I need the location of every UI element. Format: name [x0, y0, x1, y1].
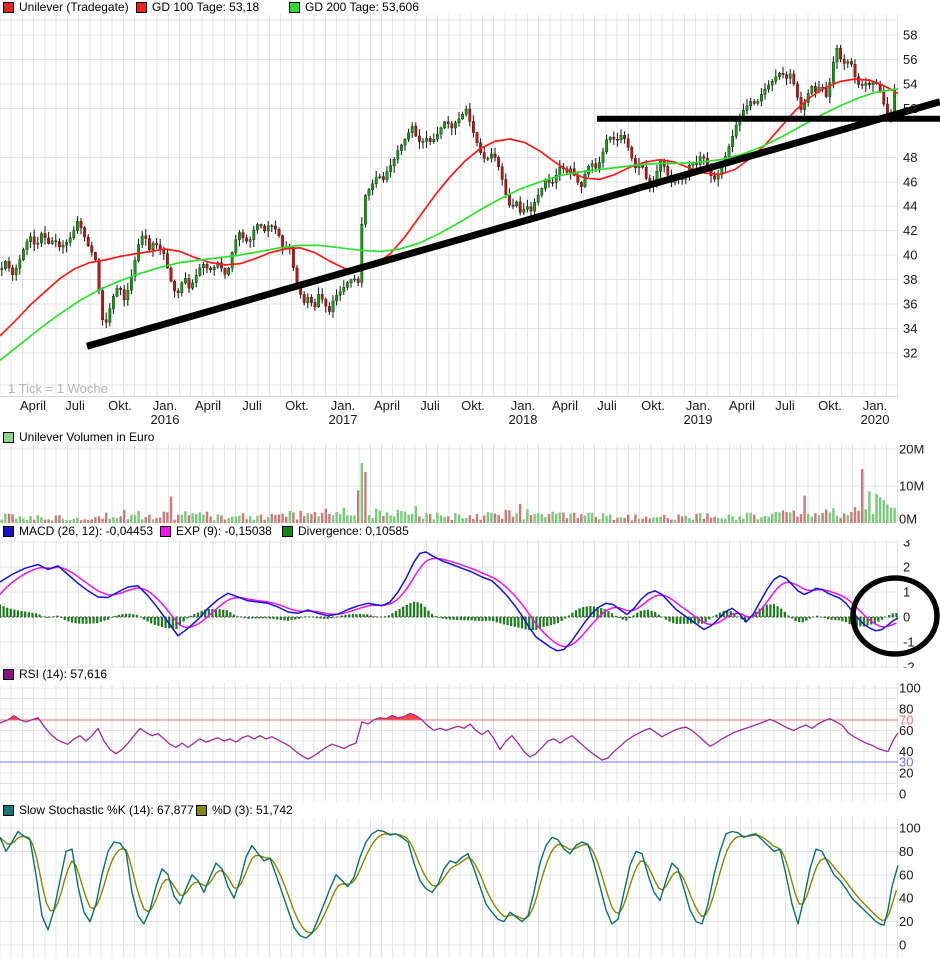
x-axis: April Juli Okt. Jan. 2016 April Juli Okt. Jan. 20…: [0, 397, 940, 431]
legend-item-stoch-k: Slow Stochastic %K (14): 67,877: [3, 803, 194, 817]
svg-text:52: 52: [903, 101, 917, 116]
svg-text:2: 2: [903, 560, 910, 575]
x-axis-label: Jan. 2020: [860, 398, 890, 427]
unilever-legend-swatch: [3, 1, 14, 13]
rsi-legend-label: RSI (14): 57,616: [19, 667, 108, 681]
x-axis-label: April: [728, 398, 756, 413]
stoch-legend: Slow Stochastic %K (14): 67,877 %D (3): 5…: [0, 803, 940, 817]
svg-text:3: 3: [903, 540, 910, 550]
svg-text:70: 70: [899, 712, 913, 727]
volume-chart: 20M 10M 0M: [0, 445, 940, 525]
svg-text:100: 100: [899, 683, 921, 696]
gd100-legend-label: GD 100 Tage: 53,18: [152, 0, 260, 14]
exp-legend-label: EXP (9): -0,15038: [176, 524, 272, 538]
volume-legend: Unilever Volumen in Euro: [0, 430, 940, 444]
svg-text:40: 40: [899, 744, 913, 759]
svg-text:40: 40: [899, 891, 913, 906]
gd100-legend-swatch: [136, 1, 147, 13]
svg-text:0: 0: [899, 787, 906, 802]
stochastic-chart: 100 80 60 40 20 0: [0, 818, 940, 958]
x-axis-label: Okt.: [641, 398, 665, 413]
svg-text:38: 38: [903, 272, 917, 287]
gd200-legend-label: GD 200 Tage: 53,606: [305, 0, 419, 14]
stoch-k-legend-label: Slow Stochastic %K (14): 67,877: [19, 803, 194, 817]
x-axis-label: Jan. 2019: [683, 398, 713, 427]
x-axis-label: Okt.: [818, 398, 842, 413]
rsi-chart: 100 80 70 60 40 30 20 0: [0, 683, 940, 802]
x-axis-label: Juli: [65, 398, 85, 413]
svg-text:20: 20: [899, 914, 913, 929]
x-axis-label: Juli: [420, 398, 440, 413]
svg-text:1: 1: [903, 585, 910, 600]
rsi-legend: RSI (14): 57,616: [0, 667, 940, 681]
x-axis-label: April: [373, 398, 401, 413]
legend-item-gd100: GD 100 Tage: 53,18: [136, 0, 259, 14]
svg-text:10M: 10M: [899, 479, 924, 494]
exp-legend-swatch: [160, 525, 171, 537]
legend-item-stoch-d: %D (3): 51,742: [196, 803, 293, 817]
svg-text:46: 46: [903, 174, 917, 189]
svg-text:0M: 0M: [899, 512, 917, 526]
macd-legend-swatch: [3, 525, 14, 537]
stoch-d-legend-label: %D (3): 51,742: [212, 803, 293, 817]
volume-legend-label: Unilever Volumen in Euro: [19, 430, 155, 444]
legend-item-divergence: Divergence: 0,10585: [282, 524, 409, 538]
x-axis-label: Okt.: [461, 398, 485, 413]
svg-text:48: 48: [903, 150, 917, 165]
legend-item-rsi: RSI (14): 57,616: [3, 667, 107, 681]
x-axis-label: Jan. 2017: [328, 398, 358, 427]
svg-text:30: 30: [899, 755, 913, 770]
stoch-k-legend-swatch: [3, 804, 14, 816]
svg-text:36: 36: [903, 297, 917, 312]
gd200-legend-swatch: [289, 1, 300, 13]
x-axis-label: Juli: [242, 398, 262, 413]
main-chart-legend: Unilever (Tradegate) GD 100 Tage: 53,18 GD…: [0, 0, 940, 14]
svg-text:56: 56: [903, 52, 917, 67]
x-axis-label: Okt.: [285, 398, 309, 413]
svg-text:0: 0: [903, 610, 910, 625]
svg-text:32: 32: [903, 346, 917, 361]
svg-text:34: 34: [903, 321, 917, 336]
svg-text:80: 80: [899, 844, 913, 859]
legend-item-volume: Unilever Volumen in Euro: [3, 430, 154, 444]
svg-text:40: 40: [903, 248, 917, 263]
divergence-legend-label: Divergence: 0,10585: [298, 524, 409, 538]
svg-text:60: 60: [899, 723, 913, 738]
tick-interval-note: 1 Tick = 1 Woche: [8, 381, 108, 396]
macd-legend: MACD (26, 12): -0,04453 EXP (9): -0,15038…: [0, 524, 940, 538]
x-axis-label: Juli: [597, 398, 617, 413]
main-price-chart: 58 56 54 52 48 46 44 42 40 38 36 34 32: [0, 14, 940, 397]
svg-text:-1: -1: [903, 635, 915, 650]
svg-text:60: 60: [899, 867, 913, 882]
volume-legend-swatch: [3, 431, 14, 443]
svg-text:58: 58: [903, 28, 917, 43]
svg-text:44: 44: [903, 199, 917, 214]
x-axis-label: April: [19, 398, 47, 413]
svg-text:20M: 20M: [899, 445, 924, 457]
x-axis-label: April: [551, 398, 579, 413]
x-axis-label: April: [194, 398, 222, 413]
svg-text:0: 0: [899, 938, 906, 953]
x-axis-label: Juli: [775, 398, 795, 413]
legend-item-macd: MACD (26, 12): -0,04453: [3, 524, 153, 538]
macd-chart: 3 2 1 0 -1 -2: [0, 540, 940, 668]
svg-text:-2: -2: [903, 660, 915, 669]
svg-text:80: 80: [899, 702, 913, 717]
x-axis-label: Jan. 2016: [150, 398, 180, 427]
svg-text:42: 42: [903, 223, 917, 238]
svg-text:100: 100: [899, 821, 921, 836]
svg-text:54: 54: [903, 76, 917, 91]
stoch-d-legend-swatch: [196, 804, 207, 816]
rsi-legend-swatch: [3, 668, 14, 680]
x-axis-label: Jan. 2018: [508, 398, 538, 427]
legend-item-exp: EXP (9): -0,15038: [160, 524, 272, 538]
macd-legend-label: MACD (26, 12): -0,04453: [19, 524, 154, 538]
svg-text:20: 20: [899, 765, 913, 780]
unilever-legend-label: Unilever (Tradegate): [19, 0, 129, 14]
x-axis-label: Okt.: [108, 398, 132, 413]
divergence-legend-swatch: [282, 525, 293, 537]
legend-item-gd200: GD 200 Tage: 53,606: [289, 0, 419, 14]
legend-item-unilever: Unilever (Tradegate): [3, 0, 129, 14]
